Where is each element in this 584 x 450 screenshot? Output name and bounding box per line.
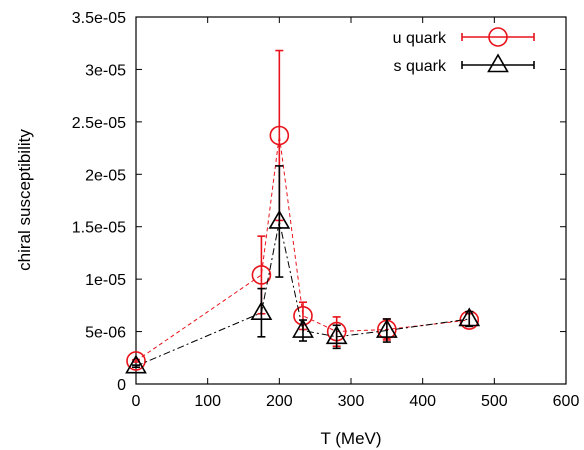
data-point	[292, 318, 314, 338]
data-point	[268, 209, 291, 229]
legend-marker	[488, 27, 508, 47]
x-tick-label: 0	[132, 393, 141, 410]
x-tick-label: 500	[481, 393, 508, 410]
x-tick-label: 400	[409, 393, 436, 410]
data-point	[250, 301, 273, 320]
y-tick-label: 2.5e-05	[72, 115, 126, 132]
y-tick-label: 3.5e-05	[72, 10, 126, 27]
y-tick-label: 0	[117, 377, 126, 394]
legend-label: s quark	[394, 58, 447, 75]
y-tick-label: 1e-05	[85, 272, 126, 289]
data-point	[325, 325, 348, 345]
x-tick-label: 300	[338, 393, 365, 410]
data-point	[269, 125, 290, 146]
legend-label: u quark	[393, 30, 447, 47]
y-tick-label: 5e-06	[85, 325, 126, 342]
x-tick-label: 100	[194, 393, 221, 410]
data-point	[125, 354, 147, 374]
series-s-quark	[125, 165, 481, 374]
data-point	[458, 307, 481, 327]
series-line	[135, 221, 470, 367]
x-tick-label: 600	[553, 393, 580, 410]
legend-marker	[487, 53, 509, 73]
axis-ticks: 0 100 200 300 400 500 600 0 5e-06 1e-05 1.5e-05 2e-…	[72, 10, 580, 410]
series-layer	[125, 49, 481, 374]
y-axis-label: chiral susceptibility	[15, 129, 34, 271]
data-point	[126, 351, 146, 371]
y-tick-label: 2e-05	[85, 167, 126, 184]
y-tick-label: 1.5e-05	[72, 220, 126, 237]
data-point	[251, 265, 272, 285]
x-tick-label: 200	[266, 393, 293, 410]
x-axis-label: T (MeV)	[320, 429, 381, 448]
legend: u quark s quark	[393, 27, 535, 75]
y-tick-label: 3e-05	[85, 62, 126, 79]
data-point	[375, 318, 398, 338]
